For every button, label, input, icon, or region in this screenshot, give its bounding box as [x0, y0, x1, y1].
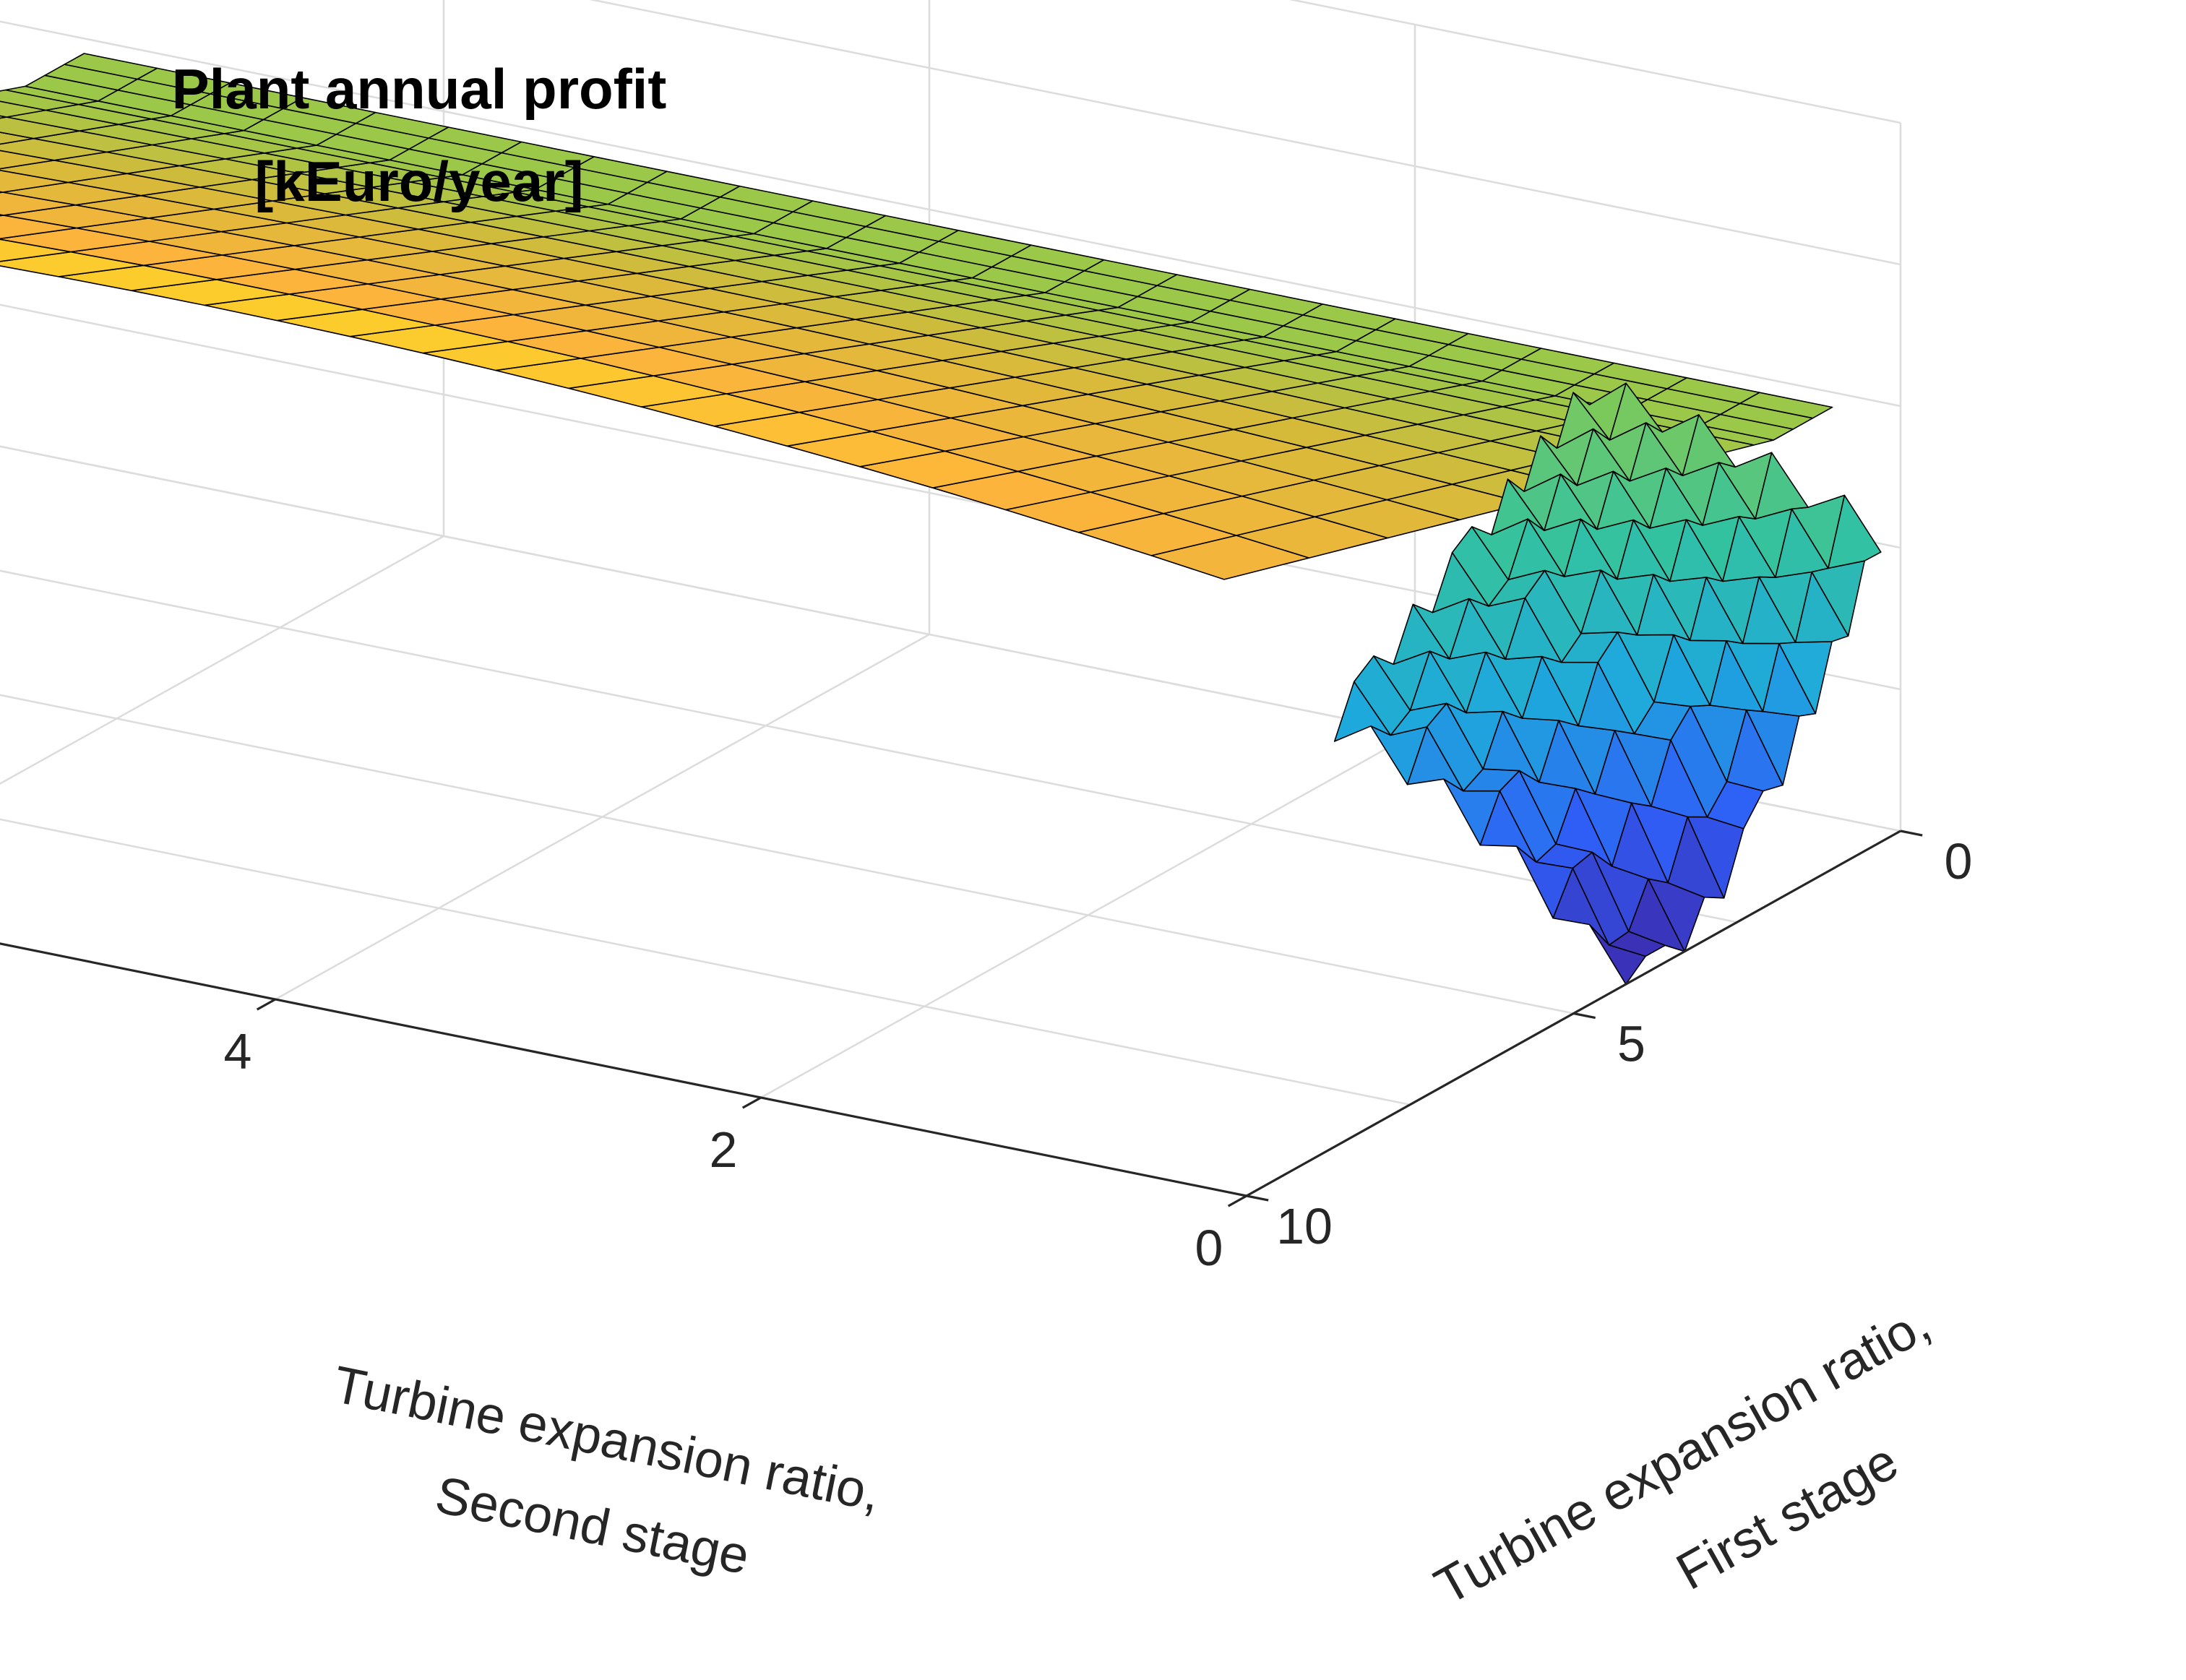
surface-dip-patch: [1572, 382, 1627, 441]
x-tick-label: 4: [224, 1023, 252, 1080]
grid-line-back-wall: [1288, 0, 1901, 124]
grid-line-floor-v: [0, 694, 1574, 1015]
grid-line-floor-v-minor: [0, 569, 1738, 923]
surface-patch: [0, 100, 47, 118]
x-tick-mark: [256, 998, 276, 1011]
x-tick-mark: [1227, 1194, 1247, 1207]
x-tick-label: 2: [710, 1121, 738, 1178]
chart-title-line-2: [kEuro/year]: [254, 150, 583, 213]
profit-surface: [0, 53, 1882, 985]
y-tick-mark: [1246, 1194, 1269, 1202]
y-tick-mark: [1573, 1012, 1596, 1020]
y-tick-mark: [1900, 830, 1923, 837]
surface-patch: [0, 132, 35, 145]
y-tick-label: 5: [1617, 1016, 1645, 1072]
y-tick-label: 10: [1276, 1198, 1333, 1254]
axes: [0, 830, 1923, 1207]
chart-title-line-1: Plant annual profit: [172, 57, 667, 121]
x-tick-mark: [741, 1096, 762, 1109]
surface-patch: [64, 53, 158, 80]
grid-line-floor-v-minor: [0, 818, 1411, 1106]
x-tick-label: 0: [1195, 1220, 1223, 1276]
y-tick-label: 0: [1945, 833, 1973, 889]
